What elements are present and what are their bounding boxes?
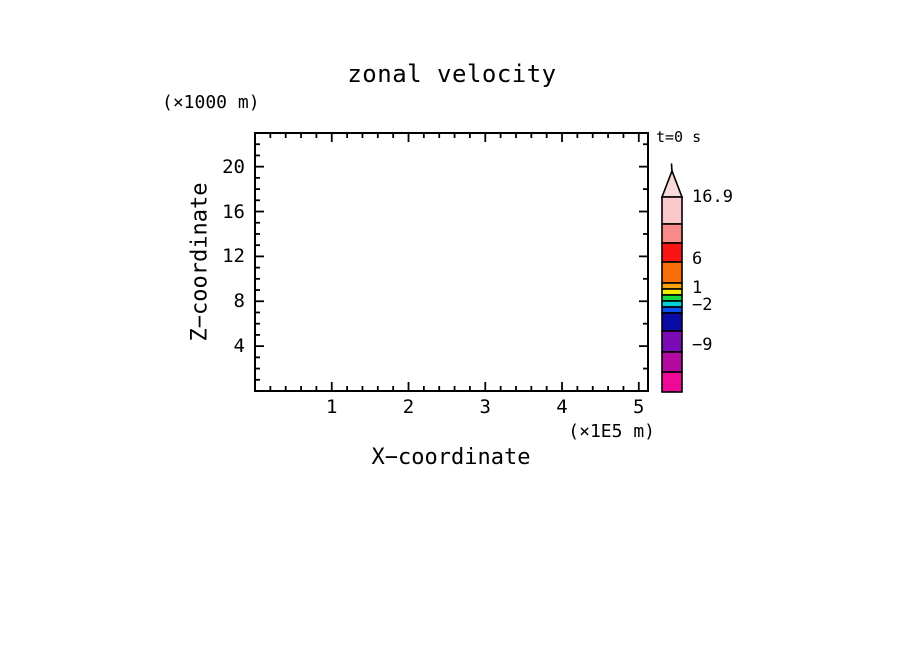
x-tick-label: 2 [402, 396, 415, 418]
colorbar-segment [661, 294, 683, 302]
y-tick-label: 20 [222, 155, 245, 178]
y-tick-label: 4 [233, 335, 245, 358]
y-tick-label: 16 [222, 200, 245, 223]
x-tick-label: 3 [479, 396, 491, 418]
colorbar-segment [661, 282, 683, 290]
y-tick-label: 12 [222, 245, 245, 268]
colorbar-segment [661, 312, 683, 332]
plot-frame [254, 132, 649, 392]
colorbar-segment [661, 261, 683, 284]
colorbar-segment [661, 196, 683, 225]
colorbar-label: 1 [692, 278, 703, 298]
colorbar-segment [661, 288, 683, 296]
colorbar-segment [661, 223, 683, 244]
x-tick-label: 5 [633, 396, 645, 418]
y-axis-title: Z−coordinate [187, 182, 213, 342]
plot-title: zonal velocity [347, 60, 557, 88]
x-tick-label: 4 [556, 396, 568, 418]
colorbar-over-arrow [660, 168, 684, 198]
time-label: t=0 s [656, 128, 702, 146]
colorbar-segment [661, 351, 683, 373]
x-axis-title: X−coordinate [371, 445, 531, 470]
colorbar-segment [661, 330, 683, 353]
y-axis-unit-label: (×1000 m) [162, 92, 260, 113]
x-axis-unit-label: (×1E5 m) [568, 421, 655, 442]
colorbar-label: 6 [692, 249, 703, 269]
colorbar-label: −2 [692, 295, 713, 315]
colorbar-label: −9 [692, 335, 713, 355]
colorbar-segment [661, 242, 683, 263]
colorbar-label: 16.9 [692, 187, 733, 207]
colorbar-segment [661, 306, 683, 314]
y-tick-label: 8 [233, 290, 245, 313]
colorbar-segment [661, 300, 683, 308]
colorbar-segment [661, 371, 683, 393]
x-tick-label: 1 [326, 396, 338, 418]
